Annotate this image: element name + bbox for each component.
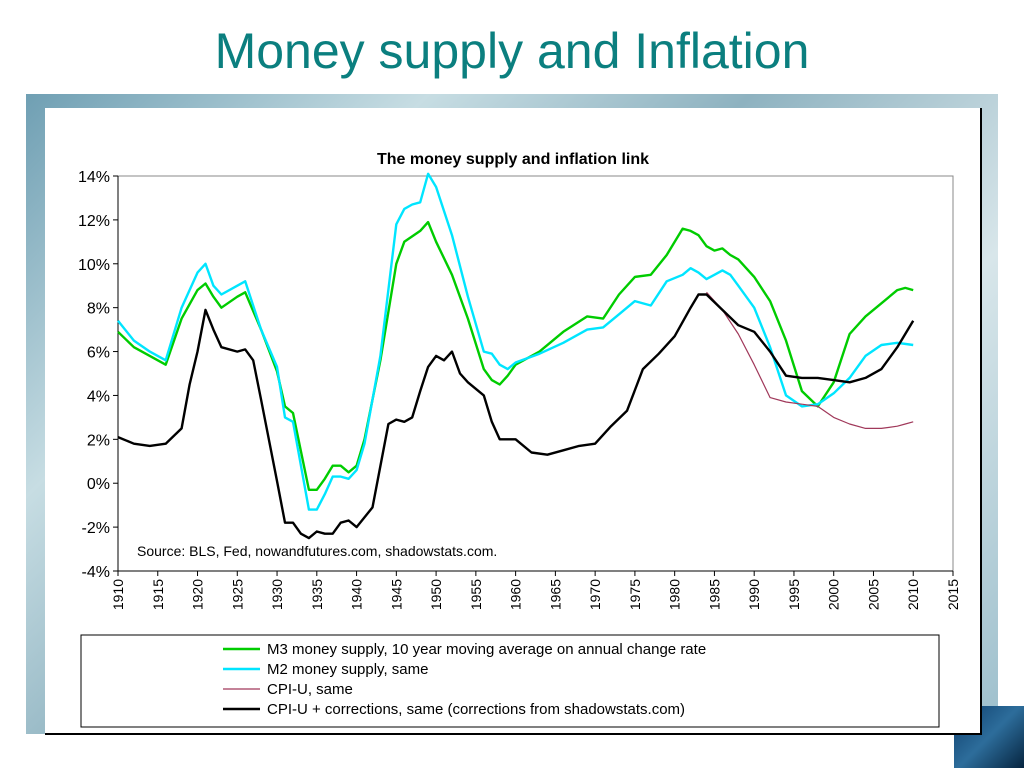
- x-tick-label: 2010: [905, 579, 921, 610]
- x-tick-label: 1935: [309, 579, 325, 610]
- legend-label-2: M2 money supply, same: [267, 661, 428, 678]
- y-tick-label: 12%: [78, 213, 110, 230]
- x-tick-label: 1950: [428, 579, 444, 610]
- x-tick-label: 1910: [110, 579, 126, 610]
- x-tick-label: 1965: [547, 579, 563, 610]
- x-tick-label: 2000: [826, 579, 842, 610]
- chart-svg: The money supply and inflation link 14%1…: [78, 151, 961, 728]
- series-layer: [117, 172, 915, 540]
- x-tick-label: 1970: [587, 579, 603, 610]
- x-tick-label: 2015: [945, 579, 961, 610]
- ticks-layer: 14% 12% 10% 8% 6% 4% 2% 0% -2% -4%1910 1915 1920 192…: [78, 169, 961, 610]
- x-tick-label: 1975: [627, 579, 643, 610]
- series-line-1: [117, 220, 914, 491]
- y-tick-label: 8%: [87, 301, 110, 318]
- x-tick-label: 1960: [508, 579, 524, 610]
- x-tick-label: 1980: [667, 579, 683, 610]
- y-tick-label: 2%: [87, 432, 110, 449]
- x-tick-label: 1930: [269, 579, 285, 610]
- legend-label-4: CPI-U + corrections, same (corrections f…: [267, 701, 685, 718]
- y-tick-label: -4%: [82, 564, 110, 581]
- x-tick-label: 2005: [865, 579, 881, 610]
- series-line-4: [117, 293, 915, 540]
- series-line-3: [706, 291, 914, 429]
- y-tick-label: -2%: [82, 520, 110, 537]
- y-tick-label: 0%: [87, 476, 110, 493]
- legend-label-1: M3 money supply, 10 year moving average …: [267, 641, 706, 658]
- x-tick-label: 1940: [349, 579, 365, 610]
- legend: M3 money supply, 10 year moving average …: [223, 641, 706, 718]
- x-tick-label: 1925: [229, 579, 245, 610]
- y-tick-label: 10%: [78, 257, 110, 274]
- x-tick-label: 1945: [388, 579, 404, 610]
- legend-box: [80, 634, 940, 728]
- source-note: Source: BLS, Fed, nowandfutures.com, sha…: [137, 543, 497, 559]
- legend-label-3: CPI-U, same: [267, 681, 353, 698]
- x-tick-label: 1985: [706, 579, 722, 610]
- chart-title: The money supply and inflation link: [377, 151, 649, 168]
- y-tick-label: 4%: [87, 388, 110, 405]
- plot-area: [117, 175, 954, 572]
- chart-panel: The money supply and inflation link 14% 1…: [45, 108, 982, 735]
- slide-title: Money supply and Inflation: [214, 23, 810, 79]
- x-tick-label: 1915: [150, 579, 166, 610]
- x-tick-label: 1995: [786, 579, 802, 610]
- y-tick-label: 6%: [87, 345, 110, 362]
- x-tick-label: 1920: [190, 579, 206, 610]
- series-line-2: [117, 172, 914, 511]
- x-tick-label: 1955: [468, 579, 484, 610]
- x-tick-label: 1990: [746, 579, 762, 610]
- y-tick-label: 14%: [78, 169, 110, 186]
